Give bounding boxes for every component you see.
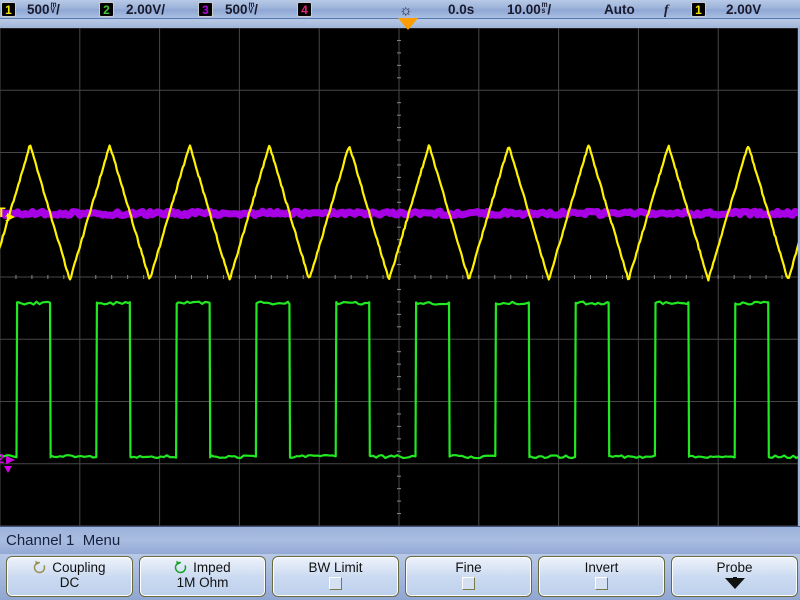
svg-text:2: 2 xyxy=(0,451,4,466)
